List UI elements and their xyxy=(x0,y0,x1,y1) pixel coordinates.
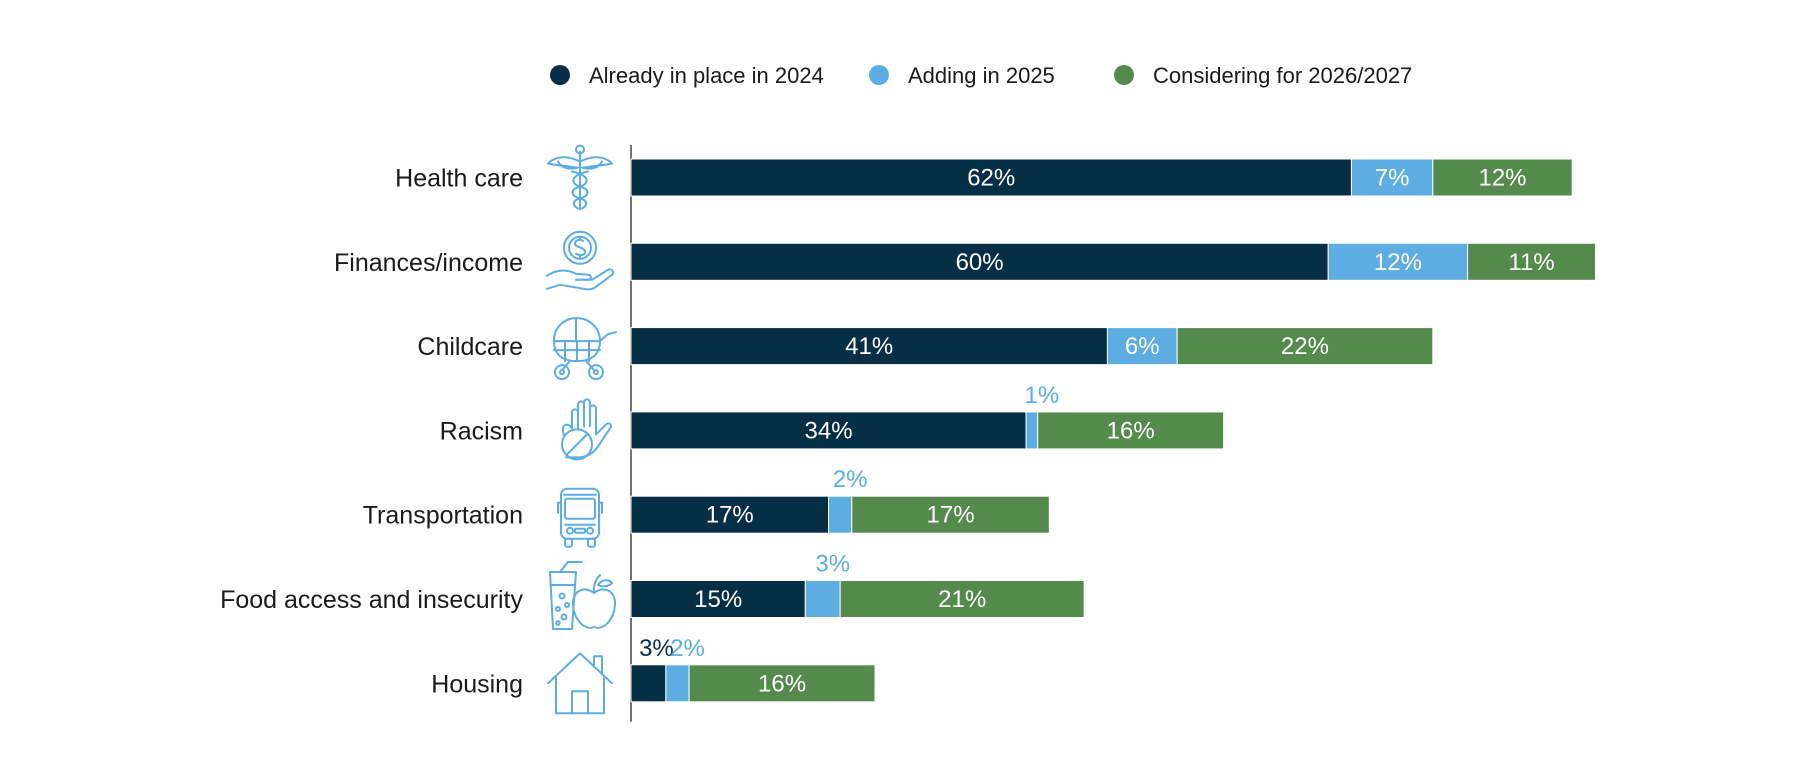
legend-swatch xyxy=(869,65,889,85)
bar-segment xyxy=(630,411,1027,450)
data-label: 15% xyxy=(694,586,742,613)
bar-segment xyxy=(828,495,853,534)
bar-segment xyxy=(804,580,841,618)
bar-segment xyxy=(1467,242,1596,281)
category-label: Housing xyxy=(431,670,523,698)
category-label: Transportation xyxy=(363,502,523,530)
legend-item: Already in place in 2024 xyxy=(550,63,824,88)
bar-segment xyxy=(1106,327,1178,366)
bar-segment xyxy=(665,664,690,703)
bar-segment xyxy=(1176,327,1434,366)
bar-segment xyxy=(851,495,1050,534)
bar-segment xyxy=(1432,158,1573,197)
data-label: 21% xyxy=(938,586,986,613)
legend-swatch xyxy=(550,65,570,85)
data-label: 16% xyxy=(758,670,806,697)
data-label: 6% xyxy=(1125,333,1160,360)
data-label: 2% xyxy=(670,635,705,662)
data-label: 17% xyxy=(706,502,754,529)
bar-segment xyxy=(630,327,1108,366)
legend-label: Considering for 2026/2027 xyxy=(1153,63,1412,88)
baby-stroller-icon xyxy=(552,317,617,381)
data-label: 22% xyxy=(1281,333,1329,360)
glass-apple-icon xyxy=(549,561,617,630)
data-label: 2% xyxy=(833,466,868,493)
data-label: 11% xyxy=(1508,249,1554,276)
data-label: 62% xyxy=(967,165,1015,192)
data-label: 41% xyxy=(845,333,893,360)
caduceus-icon xyxy=(547,144,613,211)
data-label: 12% xyxy=(1374,249,1422,276)
bar-segment xyxy=(630,664,667,703)
bus-icon xyxy=(557,487,603,548)
data-label: 34% xyxy=(805,417,853,444)
bar-segment xyxy=(1025,411,1039,450)
legend: Already in place in 2024 Adding in 2025 Co… xyxy=(550,63,1412,88)
data-label: 3% xyxy=(815,551,850,578)
stop-hand-icon xyxy=(561,398,613,461)
data-label: 12% xyxy=(1478,165,1526,192)
bar-segment xyxy=(1037,411,1225,450)
legend-label: Already in place in 2024 xyxy=(589,63,824,88)
legend-label: Adding in 2025 xyxy=(908,63,1055,88)
data-label: 7% xyxy=(1375,165,1410,192)
data-label: 16% xyxy=(1107,417,1155,444)
bar-segment xyxy=(839,580,1085,618)
category-label: Finances/income xyxy=(334,249,523,277)
category-label: Food access and insecurity xyxy=(220,586,523,614)
category-label: Childcare xyxy=(417,333,523,361)
house-icon xyxy=(547,652,613,715)
data-label: 60% xyxy=(956,249,1004,276)
data-label: 1% xyxy=(1025,382,1060,409)
category-label: Racism xyxy=(440,417,523,445)
legend-item: Adding in 2025 xyxy=(869,63,1055,88)
bar-segment xyxy=(688,664,876,703)
category-label: Health care xyxy=(395,165,523,193)
legend-item: Considering for 2026/2027 xyxy=(1114,63,1412,88)
legend-swatch xyxy=(1114,65,1134,85)
data-label: 17% xyxy=(927,502,975,529)
bar-segment xyxy=(630,158,1352,197)
data-label: 3% xyxy=(639,635,674,662)
hand-coin-icon xyxy=(546,230,615,291)
